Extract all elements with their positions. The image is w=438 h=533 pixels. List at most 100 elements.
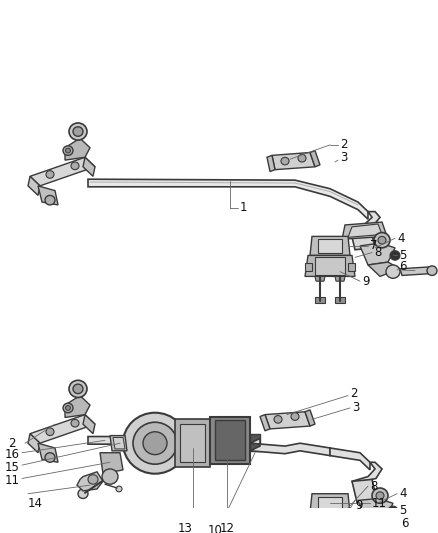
Polygon shape: [305, 513, 355, 533]
Polygon shape: [30, 157, 95, 186]
Polygon shape: [38, 186, 58, 205]
Polygon shape: [366, 518, 398, 532]
Circle shape: [116, 486, 122, 492]
Polygon shape: [348, 224, 382, 237]
Circle shape: [281, 157, 289, 165]
Circle shape: [374, 232, 390, 248]
Polygon shape: [350, 227, 375, 250]
Circle shape: [388, 506, 398, 515]
Circle shape: [384, 520, 398, 533]
Circle shape: [427, 266, 437, 276]
Polygon shape: [310, 494, 350, 513]
Text: 5: 5: [399, 504, 406, 518]
Circle shape: [46, 171, 54, 178]
Polygon shape: [305, 263, 312, 271]
Circle shape: [102, 469, 118, 484]
Text: 11: 11: [372, 497, 387, 510]
Text: 2: 2: [8, 437, 15, 450]
Polygon shape: [330, 448, 370, 470]
Polygon shape: [210, 416, 250, 464]
Polygon shape: [175, 419, 210, 467]
Polygon shape: [100, 453, 123, 474]
Circle shape: [143, 432, 167, 455]
Polygon shape: [38, 443, 58, 462]
Polygon shape: [272, 152, 315, 169]
Circle shape: [133, 422, 177, 464]
Circle shape: [45, 453, 55, 462]
Polygon shape: [310, 236, 350, 255]
Polygon shape: [350, 212, 380, 231]
Text: 12: 12: [219, 522, 234, 533]
Text: 8: 8: [374, 246, 381, 259]
Circle shape: [63, 403, 73, 413]
Polygon shape: [28, 434, 40, 453]
Text: 6: 6: [399, 261, 406, 273]
Polygon shape: [265, 412, 310, 429]
Polygon shape: [400, 267, 432, 276]
Circle shape: [71, 419, 79, 427]
Polygon shape: [113, 438, 125, 449]
Polygon shape: [180, 424, 205, 462]
Circle shape: [66, 406, 71, 410]
Polygon shape: [88, 179, 368, 219]
Circle shape: [66, 148, 71, 153]
Polygon shape: [83, 157, 95, 176]
Text: 13: 13: [177, 522, 192, 533]
Polygon shape: [30, 415, 95, 443]
Circle shape: [291, 413, 299, 421]
Text: 2: 2: [340, 139, 347, 151]
Polygon shape: [65, 138, 90, 160]
Circle shape: [376, 492, 384, 499]
Polygon shape: [250, 434, 260, 451]
Text: 4: 4: [397, 232, 405, 245]
Text: 3: 3: [352, 401, 359, 415]
Polygon shape: [267, 155, 275, 172]
Text: 6: 6: [401, 517, 409, 530]
Polygon shape: [342, 222, 387, 239]
Text: 4: 4: [399, 487, 406, 500]
Polygon shape: [305, 255, 355, 277]
Text: 3: 3: [340, 151, 347, 164]
Circle shape: [78, 489, 88, 498]
Polygon shape: [335, 297, 345, 303]
Polygon shape: [77, 472, 103, 491]
Polygon shape: [352, 462, 382, 483]
Polygon shape: [88, 437, 125, 448]
Polygon shape: [360, 243, 395, 265]
Polygon shape: [358, 498, 393, 520]
Polygon shape: [368, 262, 400, 277]
Polygon shape: [335, 277, 345, 281]
Text: 1: 1: [240, 201, 247, 214]
Circle shape: [88, 475, 98, 484]
Circle shape: [372, 488, 388, 503]
Polygon shape: [83, 415, 95, 434]
Polygon shape: [318, 497, 342, 510]
Circle shape: [390, 251, 400, 260]
Circle shape: [386, 265, 400, 278]
Circle shape: [63, 146, 73, 155]
Polygon shape: [315, 297, 325, 303]
Polygon shape: [352, 479, 377, 502]
Polygon shape: [215, 421, 245, 461]
Text: 7: 7: [370, 239, 378, 253]
Text: 14: 14: [28, 497, 43, 510]
Polygon shape: [260, 415, 270, 431]
Text: 16: 16: [5, 448, 20, 461]
Circle shape: [274, 416, 282, 423]
Text: 9: 9: [355, 499, 363, 512]
Circle shape: [378, 236, 386, 244]
Polygon shape: [28, 176, 40, 196]
Polygon shape: [318, 239, 342, 253]
Circle shape: [73, 384, 83, 394]
Text: 11: 11: [5, 474, 20, 487]
Polygon shape: [310, 151, 320, 167]
Text: 8: 8: [370, 480, 378, 492]
Text: 9: 9: [362, 274, 370, 288]
Polygon shape: [315, 277, 325, 281]
Circle shape: [69, 381, 87, 398]
Polygon shape: [110, 435, 127, 451]
Circle shape: [298, 155, 306, 162]
Polygon shape: [250, 439, 330, 456]
Text: 10: 10: [208, 524, 223, 533]
Polygon shape: [315, 257, 345, 274]
